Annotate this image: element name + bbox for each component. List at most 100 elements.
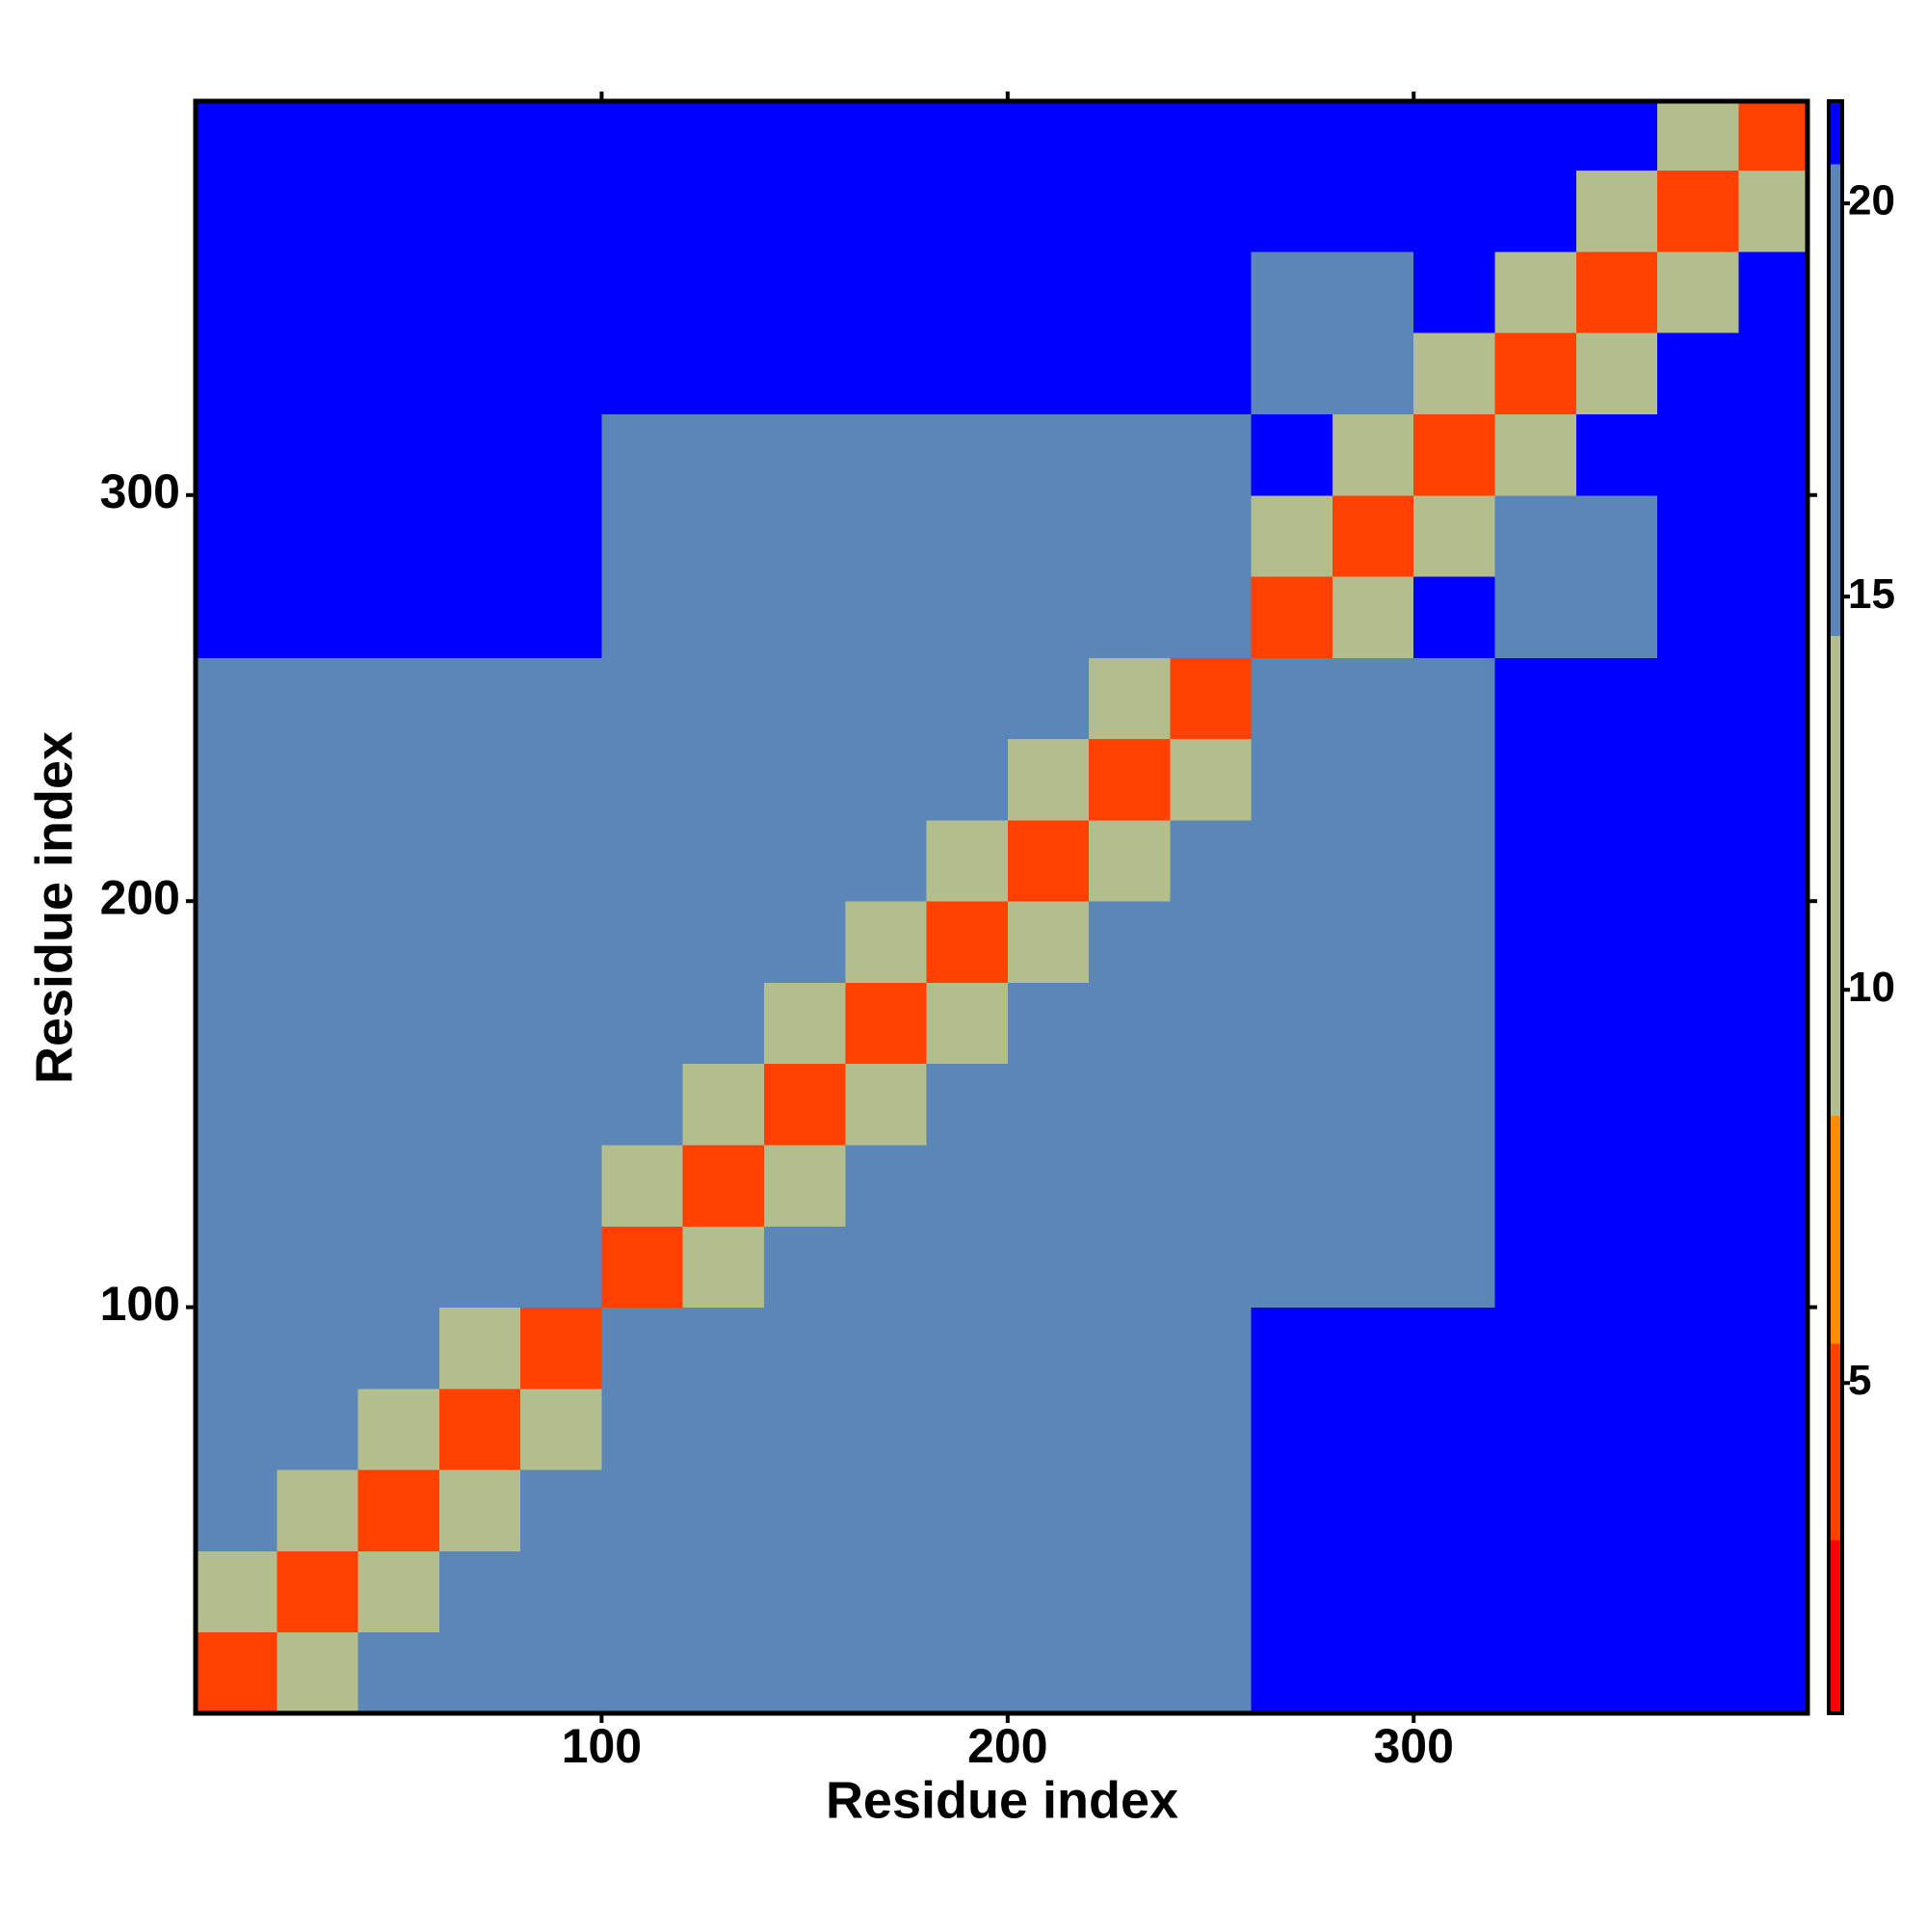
heatmap-cell <box>601 1388 684 1470</box>
heatmap-cell <box>601 101 684 172</box>
heatmap-cell <box>1738 1631 1808 1714</box>
heatmap-cell <box>1251 170 1333 252</box>
heatmap-cell <box>1332 494 1414 577</box>
heatmap-cell <box>1007 1469 1090 1551</box>
heatmap-cell <box>438 1469 521 1551</box>
heatmap-cell <box>1738 170 1808 252</box>
heatmap-cell <box>438 1388 521 1470</box>
heatmap-cell <box>1738 413 1808 496</box>
heatmap-cell <box>1575 494 1658 577</box>
heatmap-cell <box>1413 1307 1496 1389</box>
heatmap-cell <box>682 494 765 577</box>
heatmap-cell <box>1413 982 1496 1065</box>
heatmap-cell <box>1007 413 1090 496</box>
heatmap-cell <box>1657 101 1739 172</box>
heatmap-cell <box>763 332 846 414</box>
heatmap-cell <box>1494 1145 1577 1227</box>
heatmap-cell <box>1494 251 1577 333</box>
heatmap-cell <box>438 494 521 577</box>
heatmap-cell <box>1738 1226 1808 1309</box>
heatmap-cell <box>1413 101 1496 172</box>
y-tick-label: 100 <box>100 1277 180 1331</box>
heatmap-cell <box>520 170 602 252</box>
heatmap-cell <box>601 1226 684 1309</box>
heatmap-cell <box>845 1145 928 1227</box>
heatmap-cell <box>601 1550 684 1633</box>
heatmap-cell <box>1575 738 1658 821</box>
heatmap-cell <box>196 1145 277 1227</box>
heatmap-cell <box>601 1631 684 1714</box>
heatmap-cell <box>682 1469 765 1551</box>
heatmap-cell <box>357 1388 440 1470</box>
heatmap-cell <box>438 101 521 172</box>
heatmap-cell <box>357 901 440 983</box>
heatmap-cell <box>277 494 359 577</box>
heatmap-cell <box>277 1226 359 1309</box>
heatmap-cell <box>763 982 846 1065</box>
heatmap-cell <box>1332 1063 1414 1146</box>
heatmap-cell <box>682 982 765 1065</box>
heatmap-cell <box>1251 1063 1333 1146</box>
heatmap-cell <box>1089 101 1171 172</box>
heatmap-cell <box>682 170 765 252</box>
heatmap-cell <box>1089 819 1171 902</box>
heatmap-cell <box>1494 170 1577 252</box>
heatmap-cell <box>1089 738 1171 821</box>
heatmap-cell <box>682 901 765 983</box>
heatmap-cell <box>1007 1631 1090 1714</box>
heatmap-cell <box>926 1469 1009 1551</box>
heatmap-cell <box>1494 1631 1577 1714</box>
heatmap-cell <box>1332 819 1414 902</box>
heatmap-cell <box>1251 1226 1333 1309</box>
heatmap-cell <box>1413 576 1496 658</box>
heatmap-cell <box>1007 738 1090 821</box>
heatmap-cell <box>1332 101 1414 172</box>
heatmap-cell <box>438 1550 521 1633</box>
heatmap-cell <box>1738 1469 1808 1551</box>
heatmap-cell <box>601 170 684 252</box>
heatmap-cell <box>1332 332 1414 414</box>
heatmap-cell <box>1657 1550 1739 1633</box>
heatmap-cell <box>682 1145 765 1227</box>
heatmap-cell <box>1007 1063 1090 1146</box>
heatmap-cell <box>520 101 602 172</box>
heatmap-cell <box>682 251 765 333</box>
heatmap-cell <box>845 1226 928 1309</box>
heatmap-cell <box>520 1469 602 1551</box>
heatmap-cell <box>926 576 1009 658</box>
heatmap-cell <box>1007 576 1090 658</box>
heatmap-cell <box>1494 101 1577 172</box>
heatmap-cell <box>196 819 277 902</box>
heatmap-cell <box>1007 101 1090 172</box>
heatmap-cell <box>1089 1631 1171 1714</box>
heatmap-cell <box>1413 1145 1496 1227</box>
heatmap-cell <box>1089 576 1171 658</box>
heatmap-cell <box>682 1226 765 1309</box>
heatmap-cell <box>1413 657 1496 740</box>
heatmap-cell <box>520 576 602 658</box>
heatmap-cell <box>520 494 602 577</box>
heatmap-cell <box>1657 1388 1739 1470</box>
heatmap-cell <box>682 657 765 740</box>
heatmap-cell <box>1170 982 1253 1065</box>
heatmap-cell <box>1494 332 1577 414</box>
heatmap-cell <box>601 901 684 983</box>
colorbar-band <box>1829 1343 1842 1541</box>
heatmap-cell <box>1332 251 1414 333</box>
heatmap-cell <box>763 901 846 983</box>
x-tick-label: 100 <box>562 1719 642 1773</box>
heatmap-cell <box>1251 1631 1333 1714</box>
heatmap-cell <box>763 1145 846 1227</box>
heatmap-cell <box>1738 576 1808 658</box>
heatmap-cell <box>1332 413 1414 496</box>
heatmap-cell <box>1657 819 1739 902</box>
heatmap-cell <box>1494 576 1577 658</box>
axes: 100 200 300 100 200 300 <box>100 92 1817 1773</box>
heatmap-cell <box>196 413 277 496</box>
heatmap-cell <box>601 251 684 333</box>
heatmap-cell <box>1413 413 1496 496</box>
heatmap-cell <box>1738 494 1808 577</box>
heatmap-cell <box>1251 738 1333 821</box>
heatmap-cell <box>1170 576 1253 658</box>
heatmap-cell <box>1575 170 1658 252</box>
